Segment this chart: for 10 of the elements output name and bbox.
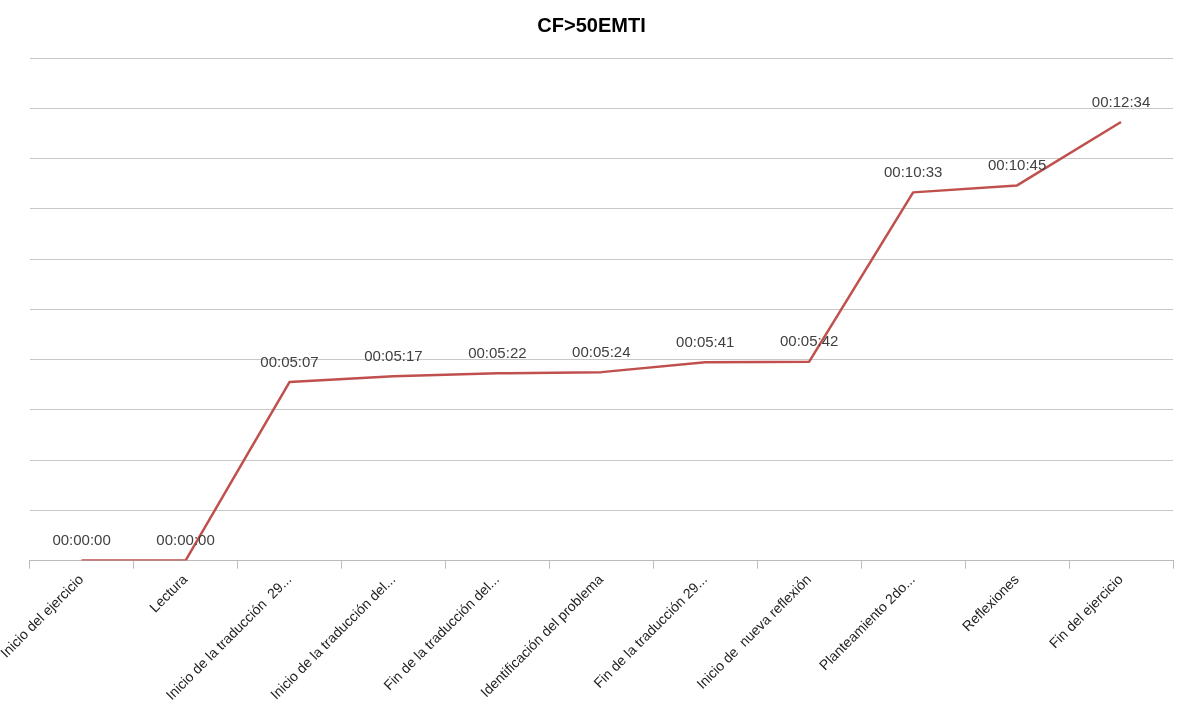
data-label: 00:05:22 [468,343,527,361]
data-label: 00:05:41 [676,332,735,350]
data-label: 00:05:24 [572,342,631,360]
data-label: 00:05:07 [260,352,319,370]
data-label: 00:10:45 [987,156,1047,174]
chart-title: CF>50EMTI [537,13,646,36]
data-label: 00:00:00 [52,531,111,549]
data-label: 00:05:17 [364,346,423,364]
data-label: 00:10:33 [883,163,943,181]
data-label: 00:12:34 [1091,92,1151,110]
